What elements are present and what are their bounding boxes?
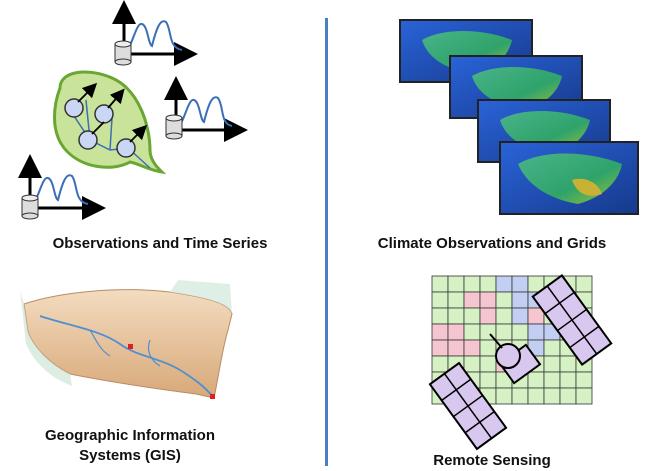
watershed-network — [53, 70, 167, 175]
grid-cell — [559, 371, 577, 389]
grid-cell — [431, 291, 449, 309]
grid-cell — [447, 307, 465, 325]
grid-cell — [511, 323, 529, 341]
map-icon — [499, 141, 639, 215]
grid-cell — [575, 387, 593, 405]
grid-cell — [495, 323, 513, 341]
grid-cell — [463, 355, 481, 373]
caption-remote-sensing: Remote Sensing — [433, 452, 551, 469]
grid-cell — [527, 371, 545, 389]
panel-gis: Geographic Information Systems (GIS) — [0, 270, 320, 471]
grid-cell — [431, 339, 449, 357]
center-divider — [325, 18, 328, 466]
grid-cell — [431, 323, 449, 341]
database-icon — [165, 114, 183, 140]
grid-cell — [575, 275, 593, 293]
grid-cell — [559, 355, 577, 373]
grid-cell — [479, 355, 497, 373]
arrow-icon — [77, 82, 148, 143]
node-circles — [64, 98, 136, 158]
database-icon — [114, 40, 132, 66]
grid-cell — [527, 387, 545, 405]
panel-remote-sensing: Remote Sensing — [332, 270, 652, 471]
caption-climate: Climate Observations and Grids — [377, 235, 607, 252]
grid-cell — [511, 291, 529, 309]
climate-map-stack — [399, 19, 639, 215]
grid-cell — [447, 323, 465, 341]
grid-cell — [463, 275, 481, 293]
grid-cell — [479, 291, 497, 309]
timeseries-chart-top — [112, 0, 198, 66]
grid-cell — [447, 339, 465, 357]
satellite-icon — [428, 274, 613, 451]
grid-cell — [431, 307, 449, 325]
grid-cell — [479, 275, 497, 293]
panel-observations: Observations and Time Series — [0, 0, 320, 260]
caption-observations: Observations and Time Series — [52, 235, 268, 252]
grid-cell — [543, 387, 561, 405]
grid-cell — [479, 307, 497, 325]
timeseries-chart-right — [164, 76, 248, 142]
database-icon — [21, 194, 39, 220]
grid-cell — [575, 371, 593, 389]
grid-cell — [543, 371, 561, 389]
grid-cell — [495, 275, 513, 293]
grid-cell — [511, 307, 529, 325]
remote-sensing-illustration — [428, 274, 613, 451]
grid-cell — [463, 307, 481, 325]
grid-cell — [431, 275, 449, 293]
grid-cell — [447, 291, 465, 309]
grid-cell — [479, 339, 497, 357]
grid-cell — [495, 307, 513, 325]
grid-cell — [495, 291, 513, 309]
grid-cell — [463, 291, 481, 309]
observations-illustration — [18, 0, 248, 220]
grid-cell — [543, 339, 561, 357]
caption-gis-line1: Geographic Information — [44, 427, 215, 444]
grid-cell — [543, 355, 561, 373]
grid-cell — [559, 387, 577, 405]
grid-cell — [479, 371, 497, 389]
grid-cell — [511, 275, 529, 293]
panel-climate: Climate Observations and Grids — [332, 0, 652, 260]
terrain-icon — [20, 280, 233, 399]
caption-gis-line2: Systems (GIS) — [79, 447, 181, 464]
grid-cell — [431, 355, 449, 373]
grid-cell — [447, 275, 465, 293]
grid-cell — [463, 323, 481, 341]
grid-cell — [495, 387, 513, 405]
grid-cell — [511, 387, 529, 405]
grid-cell — [527, 323, 545, 341]
timeseries-chart-bottom — [18, 154, 106, 220]
grid-cell — [463, 339, 481, 357]
